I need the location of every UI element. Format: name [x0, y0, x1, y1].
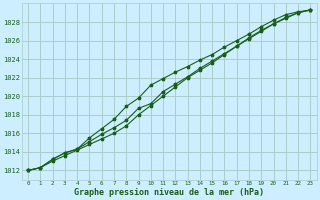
X-axis label: Graphe pression niveau de la mer (hPa): Graphe pression niveau de la mer (hPa) [74, 188, 264, 197]
